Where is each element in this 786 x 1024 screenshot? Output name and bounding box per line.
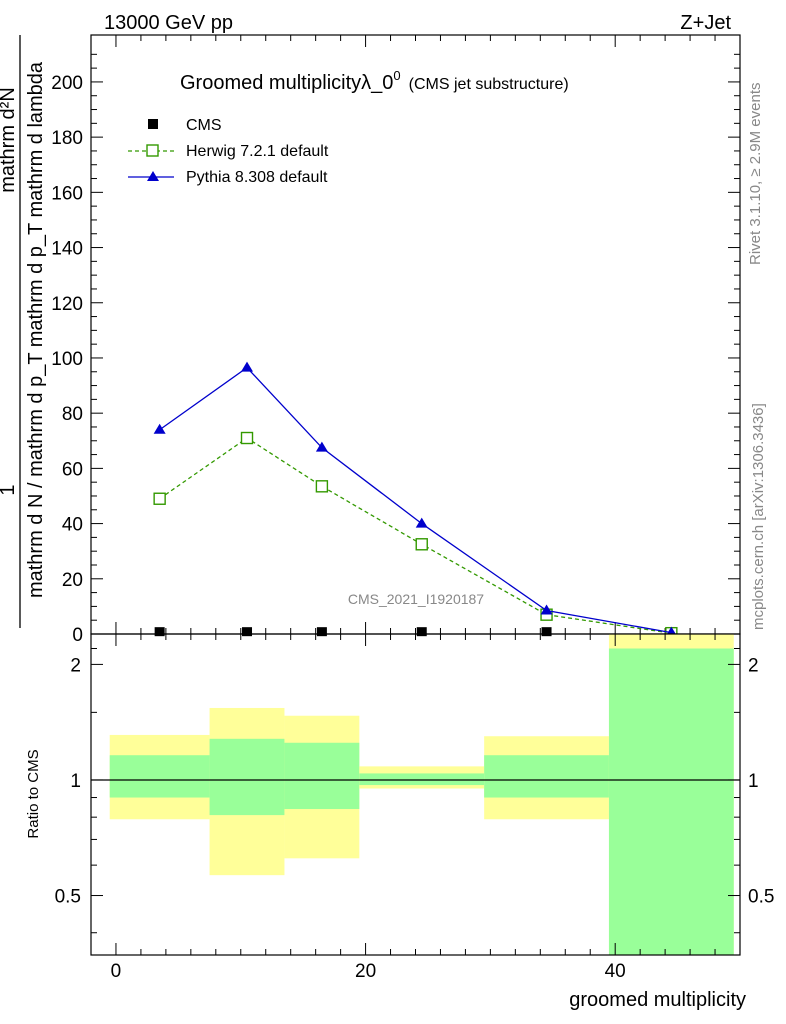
x-tick-label: 40 (605, 961, 626, 982)
ratio-band-inner (284, 742, 360, 810)
ratio-y-tick-label-left: 2 (70, 655, 81, 676)
data-point-herwig (415, 538, 428, 551)
y-label-lead: 1 (0, 484, 19, 495)
legend-label-pythia: Pythia 8.308 default (186, 169, 328, 186)
data-point-pythia (241, 361, 254, 372)
main-y-tick-label: 20 (62, 570, 83, 591)
data-point-herwig (315, 480, 329, 493)
ratio-band-inner (359, 773, 485, 786)
main-y-tick-label: 120 (51, 294, 83, 315)
ratio-y-tick-label-left: 0.5 (55, 887, 81, 908)
legend-label-cms: CMS (186, 117, 222, 134)
ratio-bands (109, 634, 734, 955)
ratio-y-tick-label-left: 1 (70, 771, 81, 792)
data-point-cms (541, 627, 552, 637)
main-y-tick-labels: 0 20 40 60 80 100 120 140 160 180 200 (51, 73, 83, 646)
data-point-cms (416, 627, 427, 637)
header-energy: 13000 GeV pp (104, 12, 233, 34)
series-line-pythia (159, 366, 672, 634)
main-y-axis-label: 1 mathrm d²N mathrm d N / mathrm d p_T m… (0, 35, 47, 628)
main-y-tick-label: 80 (62, 404, 83, 425)
main-y-tick-label: 60 (62, 459, 83, 480)
ratio-y-label: Ratio to CMS (25, 749, 42, 838)
data-point-pythia (153, 423, 166, 434)
data-point-cms (242, 627, 253, 637)
header-process: Z+Jet (680, 12, 731, 34)
legend: CMS Herwig 7.2.1 default Pythia 8.308 de… (128, 117, 329, 186)
mcplots-info: mcplots.cern.ch [arXiv:1306.3436] (750, 403, 767, 630)
ratio-y-tick-label-right: 1 (748, 771, 759, 792)
ratio-band-inner (608, 648, 734, 955)
main-y-tick-label: 40 (62, 515, 83, 536)
ratio-band-inner (109, 755, 210, 798)
main-panel: 0 20 40 60 80 100 120 140 160 180 200 CMS_2021_I19… (0, 34, 741, 646)
ratio-y-tick-label-right: 0.5 (748, 887, 774, 908)
legend-label-herwig: Herwig 7.2.1 default (186, 143, 329, 160)
x-axis-label: groomed multiplicity (569, 989, 746, 1011)
main-y-tick-label: 180 (51, 128, 83, 149)
legend-marker-pythia (147, 171, 159, 181)
ratio-frame (90, 633, 741, 956)
ratio-y-tick-label-right: 2 (748, 655, 759, 676)
y-label-numerator: mathrm d²N (0, 87, 19, 193)
y-label-denominator: mathrm d N / mathrm d p_T mathrm d p_T m… (25, 61, 47, 598)
main-y-tick-label: 0 (72, 625, 83, 646)
ratio-band-inner (484, 755, 609, 798)
x-tick-label: 20 (355, 961, 376, 982)
analysis-watermark: CMS_2021_I1920187 (348, 591, 484, 607)
legend-marker-cms (148, 119, 158, 129)
plot-title: Groomed multiplicityλ_00(CMS jet substru… (180, 68, 569, 94)
legend-marker-herwig (146, 144, 159, 157)
main-y-tick-label: 160 (51, 183, 83, 204)
data-point-cms (154, 627, 165, 637)
ratio-panel: 0.5 0.51 12 20 20 40 Ratio to CMS groomed mul… (25, 633, 775, 1011)
main-series-group (153, 361, 678, 640)
data-point-herwig (153, 492, 166, 505)
data-point-cms (316, 627, 327, 637)
data-point-pythia (315, 441, 328, 452)
main-y-tick-label: 100 (51, 349, 83, 370)
data-point-herwig (240, 431, 254, 445)
main-y-tick-label: 200 (51, 73, 83, 94)
data-point-pythia (415, 517, 428, 528)
x-tick-label: 0 (111, 961, 122, 982)
ratio-tick-labels: 0.5 0.51 12 20 20 40 (55, 655, 775, 982)
series-line-herwig (159, 437, 672, 634)
main-y-tick-label: 140 (51, 239, 83, 260)
rivet-info: Rivet 3.1.10, ≥ 2.9M events (747, 83, 764, 266)
ratio-band-inner (209, 738, 285, 816)
data-point-pythia (540, 604, 553, 615)
